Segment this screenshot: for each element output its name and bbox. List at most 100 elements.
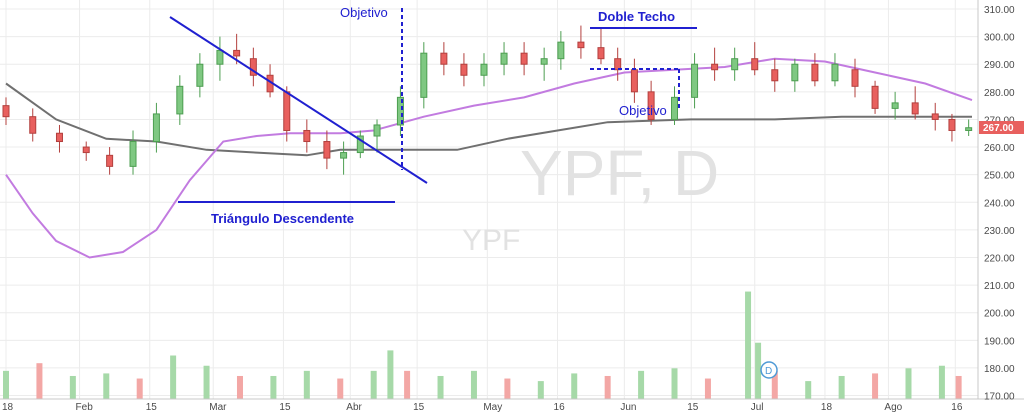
watermark-ticker: YPF, D	[520, 137, 719, 209]
candle-body	[55, 132, 63, 143]
y-tick-label: 270.00	[984, 115, 1015, 126]
volume-bar	[370, 370, 377, 399]
candle-body	[129, 141, 137, 167]
volume-bar	[838, 375, 845, 399]
double-top-label: Doble Techo	[598, 9, 675, 24]
y-tick-label: 310.00	[984, 5, 1015, 16]
candle-body	[577, 41, 585, 49]
volume-bar	[504, 378, 511, 399]
x-tick-label: May	[483, 402, 502, 413]
candle-body	[751, 58, 759, 71]
volume-bar	[69, 375, 76, 399]
candle-body	[460, 63, 468, 76]
candle-body	[340, 152, 348, 159]
y-tick-label: 230.00	[984, 226, 1015, 237]
x-tick-label: 15	[687, 402, 699, 413]
objective-1-label: Objetivo	[340, 5, 388, 20]
event-marker-label: D	[765, 366, 772, 377]
candle-body	[965, 127, 973, 131]
candle-body	[249, 58, 257, 76]
candle-body	[831, 63, 839, 82]
x-tick-label: Ago	[884, 402, 902, 413]
candle-body	[82, 146, 90, 154]
candle-body	[557, 41, 565, 60]
candle-body	[196, 63, 204, 87]
price-tag-box	[979, 121, 1024, 134]
candle-body	[396, 96, 404, 126]
candle-body	[911, 102, 919, 115]
volume-bar	[404, 370, 411, 399]
price-tag: 267.00	[979, 121, 1024, 134]
candle-body	[356, 135, 364, 154]
candle-body	[233, 49, 241, 57]
candle-body	[791, 63, 799, 82]
triangle-resistance-line	[169, 16, 428, 184]
candle-body	[691, 63, 699, 98]
volume-bar	[3, 370, 9, 399]
x-tick-label: 16	[951, 402, 963, 413]
volume-bar	[872, 373, 879, 399]
candle-body	[323, 141, 331, 159]
candle-body	[152, 113, 160, 143]
sma-long-line	[5, 82, 972, 157]
y-tick-label: 240.00	[984, 198, 1015, 209]
candle-body	[373, 124, 381, 137]
candle-body	[931, 113, 939, 120]
candle-body	[176, 85, 184, 115]
candle-body	[520, 52, 528, 65]
event-marker-circle[interactable]	[760, 361, 778, 379]
y-tick-label: 210.00	[984, 281, 1015, 292]
y-tick-label: 220.00	[984, 253, 1015, 264]
candle-body	[851, 69, 859, 87]
candle-body	[216, 49, 224, 65]
volume-bar	[203, 365, 210, 399]
price-axis-background	[978, 0, 1024, 413]
x-tick-label: 18	[2, 402, 14, 413]
volume-bar	[571, 373, 578, 399]
volume-bar	[755, 342, 762, 399]
y-tick-label: 170.00	[984, 392, 1015, 403]
volume-bar	[437, 375, 444, 399]
volume-bar	[337, 378, 344, 399]
candle-body	[2, 105, 10, 118]
candle-body	[871, 85, 879, 109]
candle-body	[303, 129, 311, 143]
x-tick-label: 15	[413, 402, 425, 413]
candlesticks	[2, 25, 973, 175]
volume-bar	[604, 375, 611, 399]
x-tick-label: 15	[279, 402, 291, 413]
candle-body	[811, 63, 819, 82]
candle-body	[597, 47, 605, 60]
candle-body	[420, 52, 428, 98]
volume-bar	[270, 375, 277, 399]
y-tick-label: 300.00	[984, 33, 1015, 44]
volume-bar	[671, 368, 678, 399]
x-tick-label: Jun	[620, 402, 636, 413]
volume-bar	[36, 363, 43, 399]
candle-body	[500, 52, 508, 65]
x-tick-label: 16	[554, 402, 566, 413]
volume-bar	[805, 381, 812, 399]
volume-bar	[745, 291, 752, 399]
candle-body	[671, 96, 679, 120]
volume-bar	[537, 381, 544, 399]
volume-bar	[704, 378, 711, 399]
candle-body	[283, 91, 291, 131]
volume-bar	[170, 355, 177, 399]
volume-bar	[387, 350, 394, 399]
x-tick-label: 15	[146, 402, 158, 413]
event-marker[interactable]: D	[760, 361, 778, 379]
candle-body	[440, 52, 448, 65]
objective-2-label: Objetivo	[619, 103, 667, 118]
x-tick-label: Mar	[209, 402, 227, 413]
y-tick-label: 190.00	[984, 336, 1015, 347]
candle-body	[614, 58, 622, 71]
candle-body	[711, 63, 719, 71]
y-tick-label: 250.00	[984, 171, 1015, 182]
y-tick-label: 290.00	[984, 60, 1015, 71]
watermark-name: YPF	[462, 224, 520, 257]
candle-body	[540, 58, 548, 65]
y-tick-label: 200.00	[984, 309, 1015, 320]
